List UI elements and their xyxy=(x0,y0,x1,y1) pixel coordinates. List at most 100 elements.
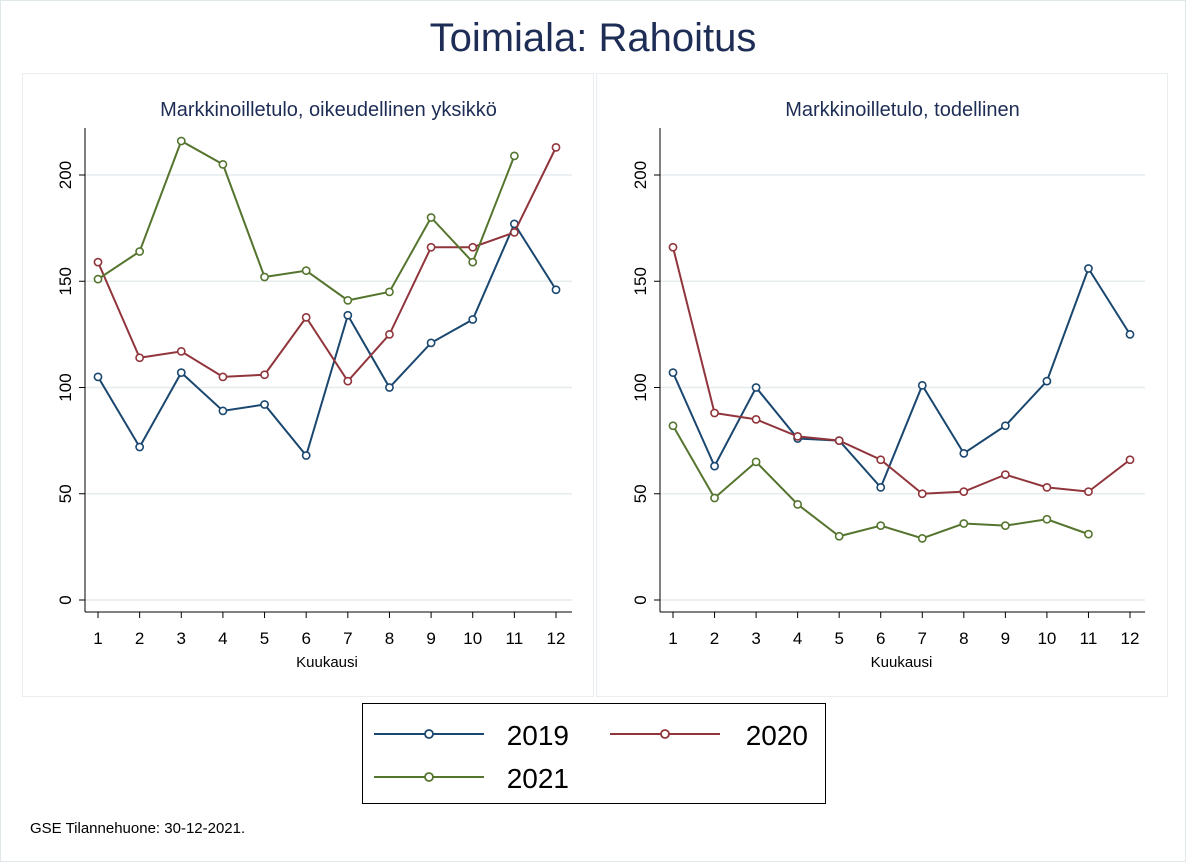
x-tick-label: 8 xyxy=(959,629,968,648)
data-point-2020 xyxy=(876,455,886,465)
legend-marker-2021 xyxy=(424,772,434,782)
data-point-2019 xyxy=(710,461,719,471)
y-tick-label: 100 xyxy=(631,373,650,401)
data-point-2021 xyxy=(301,266,311,276)
data-point-2021 xyxy=(959,519,969,528)
data-point-2021 xyxy=(468,257,478,267)
x-tick-label: 10 xyxy=(463,629,482,648)
data-point-2020 xyxy=(751,414,761,424)
x-tick-label: 7 xyxy=(918,629,927,648)
data-point-2021 xyxy=(426,213,436,222)
data-point-2020 xyxy=(343,376,353,386)
data-point-2019 xyxy=(1042,376,1052,386)
legend-label-2021: 2021 xyxy=(507,763,569,794)
y-tick-label: 50 xyxy=(631,484,650,503)
data-point-2020 xyxy=(93,257,103,267)
data-point-2020 xyxy=(218,372,228,382)
legend-marker-2020 xyxy=(660,729,670,739)
data-point-2019 xyxy=(93,372,103,382)
data-point-2021 xyxy=(917,533,927,543)
data-point-2020 xyxy=(1084,487,1093,497)
data-point-2019 xyxy=(218,406,228,416)
x-tick-label: 9 xyxy=(426,629,435,648)
x-tick-label: 5 xyxy=(260,629,269,648)
data-point-2021 xyxy=(509,151,519,161)
legend xyxy=(362,703,826,804)
data-point-2019 xyxy=(385,383,394,392)
data-point-2020 xyxy=(509,227,519,237)
data-point-2021 xyxy=(343,295,353,305)
data-point-2019 xyxy=(917,380,927,390)
data-point-2021 xyxy=(385,287,394,297)
data-point-2020 xyxy=(1000,470,1010,480)
data-point-2021 xyxy=(93,274,103,284)
legend-label-2020: 2020 xyxy=(746,720,808,751)
x-tick-label: 12 xyxy=(547,629,566,648)
y-tick-label: 200 xyxy=(631,161,650,189)
x-tick-label: 6 xyxy=(301,629,310,648)
y-tick-label: 0 xyxy=(631,595,650,604)
data-point-2021 xyxy=(710,493,719,503)
series-line-2019 xyxy=(97,221,557,458)
data-point-2020 xyxy=(385,329,394,339)
data-point-2019 xyxy=(260,400,269,409)
data-point-2020 xyxy=(710,408,719,418)
y-tick-label: 150 xyxy=(56,267,75,295)
right-panel xyxy=(596,73,1168,697)
data-point-2021 xyxy=(1042,514,1052,524)
panel-title: Markkinoilletulo, oikeudellinen yksikkö xyxy=(160,99,497,121)
data-point-2019 xyxy=(751,383,761,392)
data-point-2019 xyxy=(1125,329,1135,339)
data-point-2020 xyxy=(176,346,186,356)
data-point-2019 xyxy=(468,315,478,324)
data-point-2019 xyxy=(426,338,436,348)
main-title: Toimiala: Rahoitus xyxy=(429,16,757,60)
series-line-2019 xyxy=(672,266,1131,490)
x-tick-label: 1 xyxy=(93,629,102,648)
data-point-2021 xyxy=(793,499,803,509)
y-tick-label: 150 xyxy=(631,267,650,295)
x-tick-label: 12 xyxy=(1121,629,1140,648)
x-tick-label: 2 xyxy=(710,629,719,648)
data-point-2020 xyxy=(959,487,969,497)
data-point-2020 xyxy=(834,436,844,446)
x-tick-label: 11 xyxy=(1080,629,1098,648)
data-point-2020 xyxy=(301,312,311,322)
x-tick-label: 7 xyxy=(343,629,352,648)
data-point-2021 xyxy=(260,272,269,282)
data-point-2019 xyxy=(301,451,311,460)
data-point-2020 xyxy=(135,353,145,363)
data-point-2021 xyxy=(176,136,186,146)
data-point-2019 xyxy=(551,285,561,295)
data-point-2020 xyxy=(1125,455,1135,465)
data-point-2020 xyxy=(1042,482,1052,492)
x-tick-label: 9 xyxy=(1001,629,1010,648)
data-point-2020 xyxy=(426,242,436,252)
data-point-2019 xyxy=(135,442,145,452)
data-point-2019 xyxy=(343,310,353,320)
y-tick-label: 50 xyxy=(56,484,75,503)
y-tick-label: 100 xyxy=(56,373,75,401)
data-point-2021 xyxy=(218,159,228,169)
data-point-2020 xyxy=(793,431,803,441)
data-point-2020 xyxy=(468,242,478,252)
data-point-2021 xyxy=(1000,521,1010,531)
data-point-2019 xyxy=(1000,421,1010,431)
data-point-2020 xyxy=(917,489,927,499)
data-point-2020 xyxy=(551,142,561,152)
data-point-2021 xyxy=(1084,529,1093,539)
x-tick-label: 11 xyxy=(506,629,524,648)
x-tick-label: 3 xyxy=(177,629,186,648)
left-panel xyxy=(22,73,594,697)
x-tick-label: 2 xyxy=(135,629,144,648)
series-line-2021 xyxy=(97,139,516,302)
data-point-2019 xyxy=(176,368,186,378)
data-point-2021 xyxy=(668,421,678,431)
series-line-2020 xyxy=(672,247,1131,495)
x-tick-label: 8 xyxy=(385,629,394,648)
data-point-2020 xyxy=(260,370,269,380)
y-tick-label: 0 xyxy=(56,595,75,604)
data-point-2021 xyxy=(834,531,844,541)
x-tick-label: 3 xyxy=(751,629,760,648)
x-tick-label: 1 xyxy=(668,629,677,648)
